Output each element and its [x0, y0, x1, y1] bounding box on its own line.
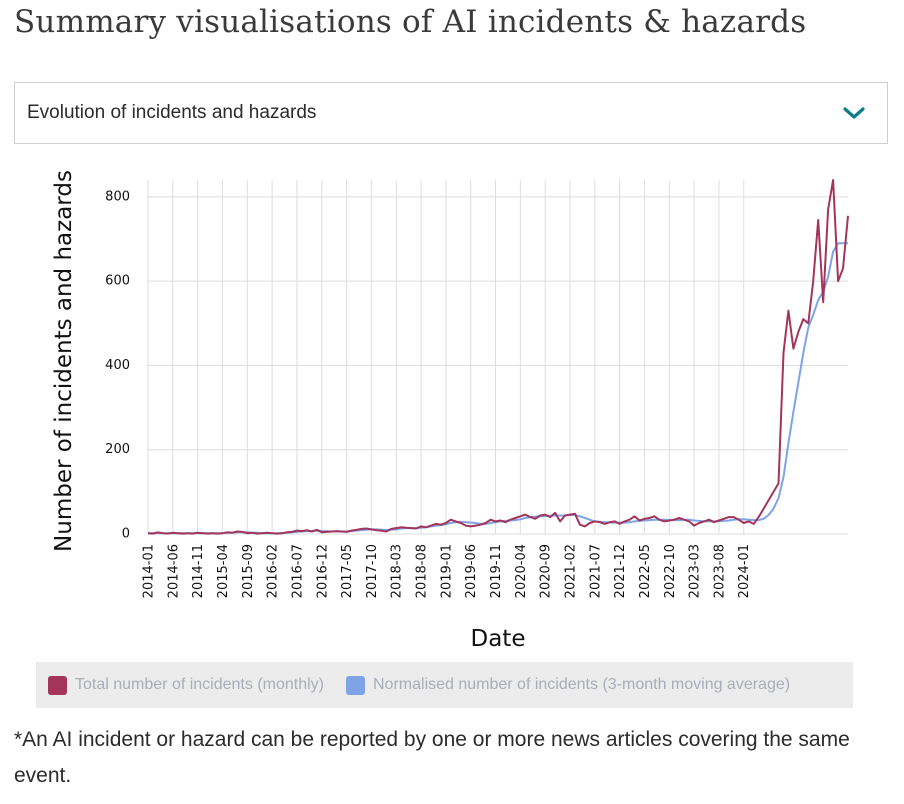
x-tick-label: 2017-05	[340, 544, 355, 598]
chart-series	[147, 179, 849, 535]
x-tick-label: 2019-11	[489, 544, 504, 598]
x-tick-label: 2017-10	[365, 544, 380, 598]
y-axis-ticks: 0 200 400 600 800	[105, 189, 130, 541]
x-tick-label: 2014-01	[142, 544, 157, 598]
y-tick-label: 600	[105, 274, 130, 289]
series-line-monthly	[147, 179, 849, 535]
footnote: *An AI incident or hazard can be reporte…	[14, 728, 850, 787]
x-tick-label: 2014-11	[191, 544, 206, 598]
x-tick-label: 2018-08	[415, 544, 430, 598]
x-tick-label: 2019-01	[439, 544, 454, 598]
chart-grid	[147, 180, 848, 535]
legend-label-moving-average: Normalised number of incidents (3-month …	[373, 676, 791, 693]
y-tick-label: 200	[105, 442, 130, 457]
legend-swatch-moving-average	[346, 675, 365, 695]
x-tick-label: 2023-03	[688, 544, 703, 598]
series-line-moving-average	[148, 242, 848, 535]
legend-swatch-monthly	[48, 675, 67, 695]
legend-item-monthly[interactable]: Total number of incidents (monthly)	[48, 675, 324, 695]
incidents-line-chart: 0 200 400 600 800 2014-01 2014-06 2014-11 2015-…	[51, 170, 849, 652]
x-tick-label: 2021-12	[613, 544, 628, 598]
x-tick-label: 2024-01	[737, 544, 752, 598]
y-tick-label: 400	[105, 358, 130, 373]
selector-value: Evolution of incidents and hazards	[27, 102, 317, 123]
x-tick-label: 2019-06	[464, 544, 479, 598]
x-tick-label: 2023-08	[712, 544, 727, 598]
x-tick-label: 2016-07	[290, 544, 305, 598]
x-tick-label: 2020-09	[539, 544, 554, 598]
x-tick-label: 2018-03	[390, 544, 405, 598]
x-tick-label: 2020-04	[514, 544, 529, 598]
page-title: Summary visualisations of AI incidents &…	[14, 4, 807, 40]
x-tick-label: 2022-10	[663, 544, 678, 598]
legend-item-moving-average[interactable]: Normalised number of incidents (3-month …	[346, 675, 791, 695]
x-tick-label: 2016-12	[315, 544, 330, 598]
chevron-down-icon[interactable]	[841, 104, 867, 122]
x-tick-label: 2021-02	[563, 544, 578, 598]
visualisation-selector[interactable]: Evolution of incidents and hazards	[14, 82, 888, 144]
y-tick-label: 800	[105, 189, 130, 204]
x-tick-label: 2015-04	[216, 544, 231, 598]
x-tick-label: 2021-07	[588, 544, 603, 598]
x-tick-label: 2015-09	[241, 544, 256, 598]
x-tick-label: 2014-06	[166, 544, 181, 598]
x-axis-ticks: 2014-01 2014-06 2014-11 2015-04 2015-09 2016-…	[142, 544, 753, 598]
y-axis-title: Number of incidents and hazards	[51, 170, 77, 552]
chart-legend: Total number of incidents (monthly) Norm…	[36, 662, 853, 708]
x-tick-label: 2022-05	[638, 544, 653, 598]
legend-label-monthly: Total number of incidents (monthly)	[75, 676, 324, 693]
x-tick-label: 2016-02	[266, 544, 281, 598]
x-axis-title: Date	[471, 626, 526, 652]
y-tick-label: 0	[122, 527, 130, 542]
